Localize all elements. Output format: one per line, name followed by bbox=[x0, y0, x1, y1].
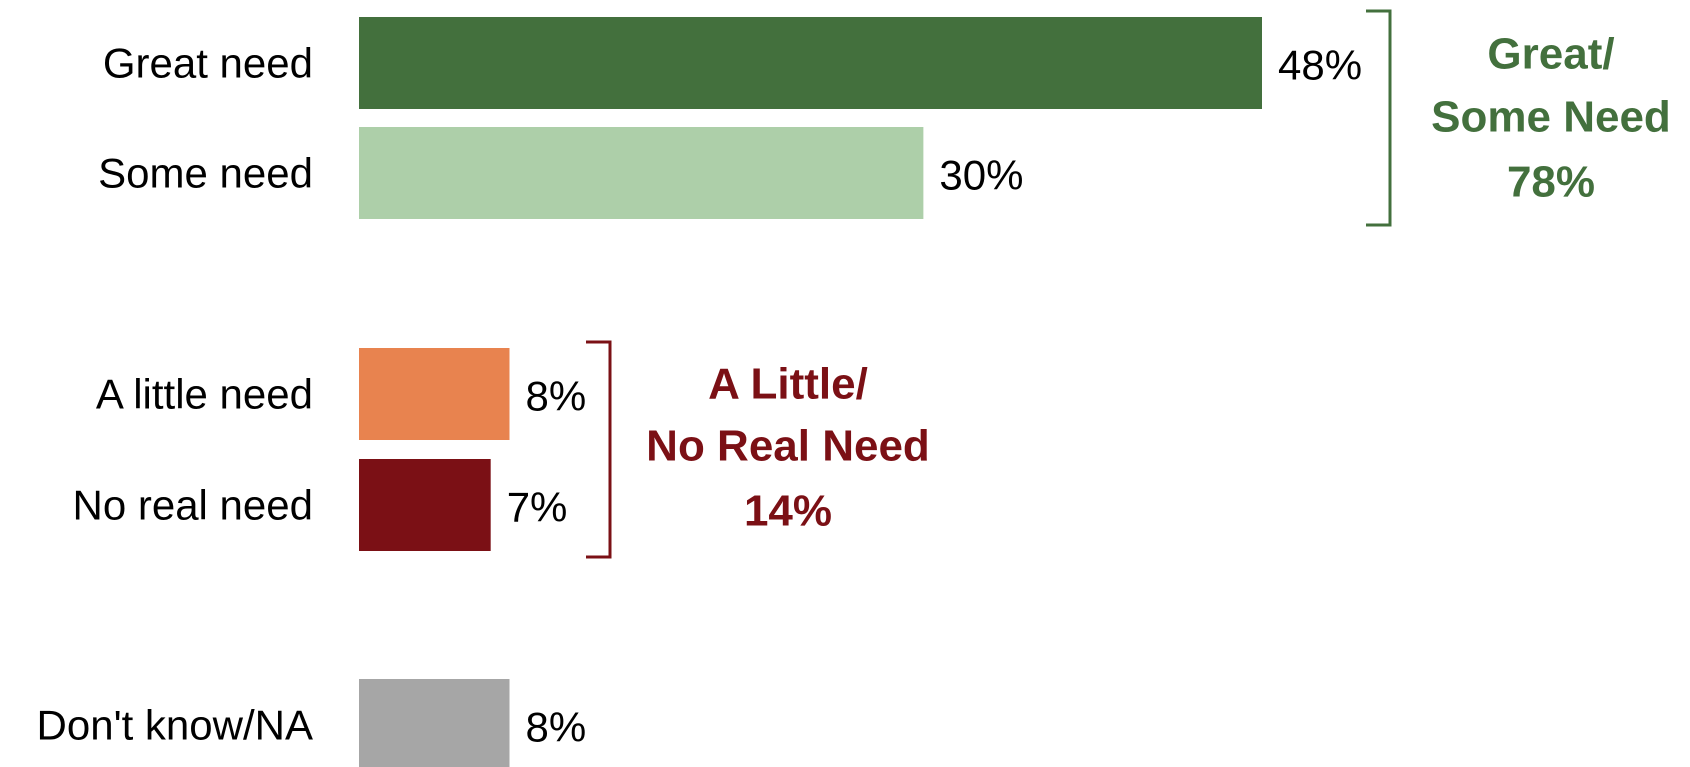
group-label-1-line-1: Great/ bbox=[1487, 30, 1614, 79]
bars: Great need 48% Some need 30% A little need 8%… bbox=[37, 17, 1362, 767]
value-label-no-real-need: 7% bbox=[507, 484, 568, 531]
category-label-no-real-need: No real need bbox=[73, 482, 314, 529]
value-label-don-t-know-na: 8% bbox=[526, 704, 587, 751]
value-label-great-need: 48% bbox=[1278, 42, 1362, 89]
category-label-a-little-need: A little need bbox=[96, 371, 313, 418]
group-bracket-2 bbox=[586, 340, 612, 559]
bar-a-little-need bbox=[359, 348, 510, 440]
bar-don-t-know-na bbox=[359, 679, 510, 767]
bar-great-need bbox=[359, 17, 1262, 109]
group-label-2-line-2: No Real Need bbox=[646, 422, 930, 471]
group-brackets: Great/Some Need 78% A Little/No Real Need 1… bbox=[586, 9, 1671, 559]
category-label-great-need: Great need bbox=[103, 40, 313, 87]
category-label-some-need: Some need bbox=[98, 150, 313, 197]
group-label-1-line-3: 78% bbox=[1507, 158, 1595, 207]
bar-some-need bbox=[359, 127, 924, 219]
group-label-2-line-1: A Little/ bbox=[708, 360, 868, 409]
value-label-some-need: 30% bbox=[939, 152, 1023, 199]
group-label-2-line-3: 14% bbox=[744, 487, 832, 536]
category-label-don-t-know-na: Don't know/NA bbox=[37, 702, 313, 749]
value-label-a-little-need: 8% bbox=[526, 373, 587, 420]
group-bracket-1 bbox=[1366, 9, 1392, 227]
bar-no-real-need bbox=[359, 459, 491, 551]
group-label-1-line-2: Some Need bbox=[1431, 93, 1671, 142]
